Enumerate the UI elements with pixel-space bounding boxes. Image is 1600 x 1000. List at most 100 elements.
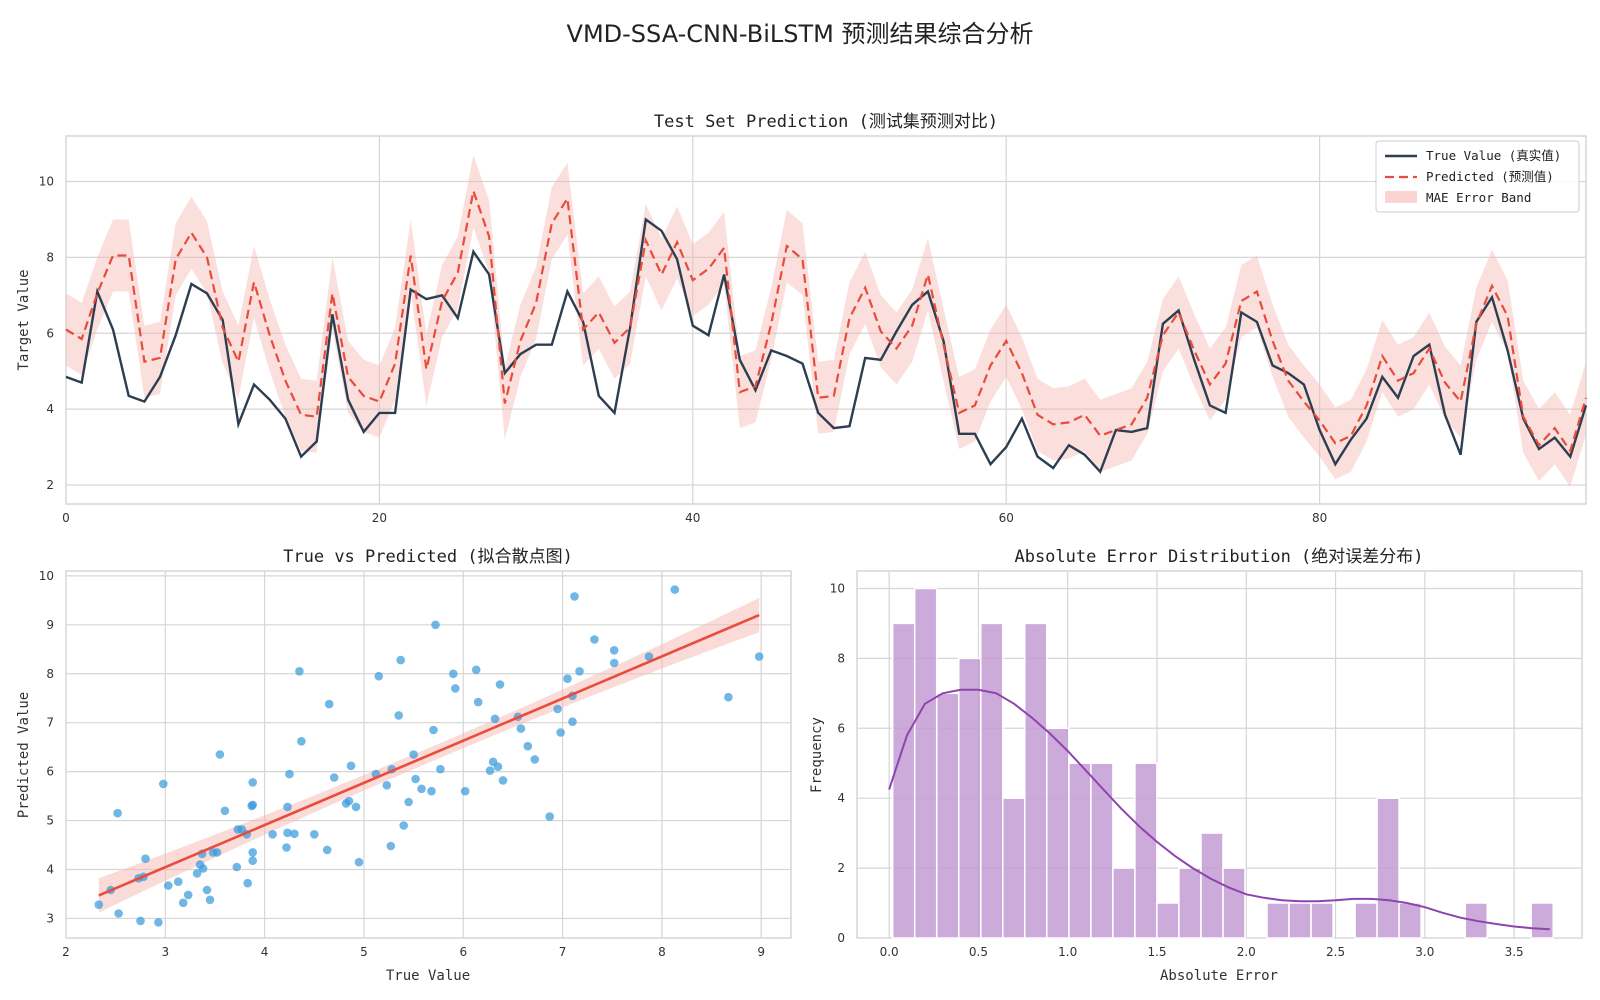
scatter-point	[556, 728, 565, 737]
scatter-ytick-label: 7	[46, 716, 54, 730]
scatter-point	[498, 776, 508, 785]
scatter-point	[322, 845, 332, 855]
scatter-title: True vs Predicted (拟合散点图)	[283, 547, 573, 567]
scatter-point	[644, 652, 654, 661]
scatter-point	[449, 669, 458, 679]
scatter-point	[290, 829, 299, 839]
scatter-xtick-label: 3	[161, 945, 169, 959]
scatter-ticks: 2 3 4 5 6 7 8 9 3 4 5 6 7 8 9 10	[39, 569, 765, 959]
line-xtick-label: 80	[1312, 511, 1327, 525]
scatter-point	[220, 806, 230, 816]
line-plot-area	[65, 135, 1587, 505]
line-ylabel: Target Value	[16, 269, 32, 370]
scatter-xtick-label: 5	[360, 945, 368, 959]
scatter-point	[329, 773, 339, 782]
scatter-point	[114, 909, 123, 918]
scatter-point	[575, 667, 584, 676]
scatter-point	[451, 684, 460, 693]
scatter-point	[471, 665, 481, 675]
scatter-point	[523, 741, 533, 751]
scatter-point	[310, 830, 319, 839]
histogram-bar	[1024, 622, 1048, 939]
hist-xtick-label: 0.0	[880, 945, 899, 959]
histogram-xlabel: Absolute Error	[1160, 968, 1278, 984]
line-ytick-label: 10	[39, 175, 54, 189]
scatter-ytick-label: 10	[39, 569, 54, 583]
line-ticks: 0 20 40 60 80 2 4 6 8 10	[39, 175, 1328, 525]
scatter-point	[248, 848, 257, 857]
scatter-point	[417, 784, 426, 794]
line-xtick-label: 60	[999, 511, 1014, 525]
hist-ytick-label: 6	[837, 721, 845, 735]
scatter-point	[399, 821, 409, 830]
hist-xtick-label: 2.5	[1326, 945, 1345, 959]
scatter-point	[178, 898, 188, 908]
scatter-point	[202, 885, 212, 895]
scatter-point	[409, 750, 418, 759]
histogram-bar	[891, 622, 916, 939]
histogram-bar	[1398, 902, 1422, 939]
scatter-point	[212, 848, 222, 857]
hist-xtick-label: 1.5	[1147, 945, 1166, 959]
scatter-point	[154, 918, 163, 927]
scatter-ytick-label: 8	[46, 667, 54, 681]
scatter-point	[295, 667, 304, 676]
hist-xtick-label: 2.0	[1237, 945, 1256, 959]
scatter-point	[493, 762, 503, 771]
scatter-point	[396, 655, 406, 665]
scatter-point	[192, 869, 202, 878]
scatter-point	[670, 585, 680, 594]
scatter-point	[411, 774, 420, 784]
scatter-point	[164, 881, 173, 890]
histogram-bar	[1156, 902, 1180, 939]
scatter-point	[485, 766, 495, 775]
scatter-panel: 2 3 4 5 6 7 8 9 3 4 5 6 7 8 9 10 True vs Predicted (拟合散…	[16, 547, 792, 984]
scatter-xtick-label: 9	[757, 945, 765, 959]
line-ytick-label: 8	[46, 250, 54, 264]
scatter-point	[215, 750, 225, 759]
histogram-bar	[1112, 867, 1136, 939]
legend-true-label: True Value (真实值)	[1426, 148, 1561, 163]
histogram-bar	[1178, 867, 1202, 939]
line-chart-panel: 0 20 40 60 80 2 4 6 8 10 Test Set Prediction (测试集…	[16, 112, 1588, 525]
line-ytick-label: 2	[46, 478, 54, 492]
scatter-point	[436, 764, 445, 774]
scatter-point	[490, 714, 500, 724]
scatter-point	[545, 812, 554, 821]
histogram-bar	[1376, 797, 1400, 939]
mae-error-band	[66, 155, 1586, 487]
scatter-point	[344, 796, 354, 806]
scatter-point	[460, 786, 470, 796]
line-xtick-label: 40	[685, 511, 700, 525]
scatter-point	[285, 769, 294, 779]
legend-box	[1375, 140, 1580, 213]
histogram-bar	[1200, 832, 1224, 939]
scatter-point	[282, 843, 291, 852]
line-grid	[65, 136, 1586, 504]
scatter-point	[248, 856, 257, 865]
scatter-point	[351, 802, 361, 812]
line-chart-title: Test Set Prediction (测试集预测对比)	[654, 112, 998, 132]
histogram-bar	[1288, 902, 1312, 939]
scatter-point	[516, 724, 526, 733]
scatter-point	[248, 778, 257, 787]
histogram-bar	[1222, 867, 1246, 939]
predicted-line	[65, 186, 1588, 454]
scatter-point	[431, 620, 440, 630]
scatter-point	[590, 635, 599, 644]
histogram-bar	[1068, 762, 1092, 939]
fit-line	[98, 613, 760, 897]
legend-band-label: MAE Error Band	[1426, 190, 1531, 205]
histogram-bar	[936, 692, 960, 939]
line-xtick-label: 0	[62, 511, 70, 525]
scatter-point	[354, 857, 364, 867]
scatter-xtick-label: 8	[658, 945, 666, 959]
line-ytick-label: 4	[46, 402, 54, 416]
scatter-point	[243, 878, 252, 888]
hist-ytick-label: 10	[830, 581, 845, 595]
scatter-ytick-label: 3	[46, 911, 54, 925]
scatter-xtick-label: 6	[459, 945, 467, 959]
scatter-point	[495, 680, 505, 689]
scatter-point	[374, 671, 384, 681]
